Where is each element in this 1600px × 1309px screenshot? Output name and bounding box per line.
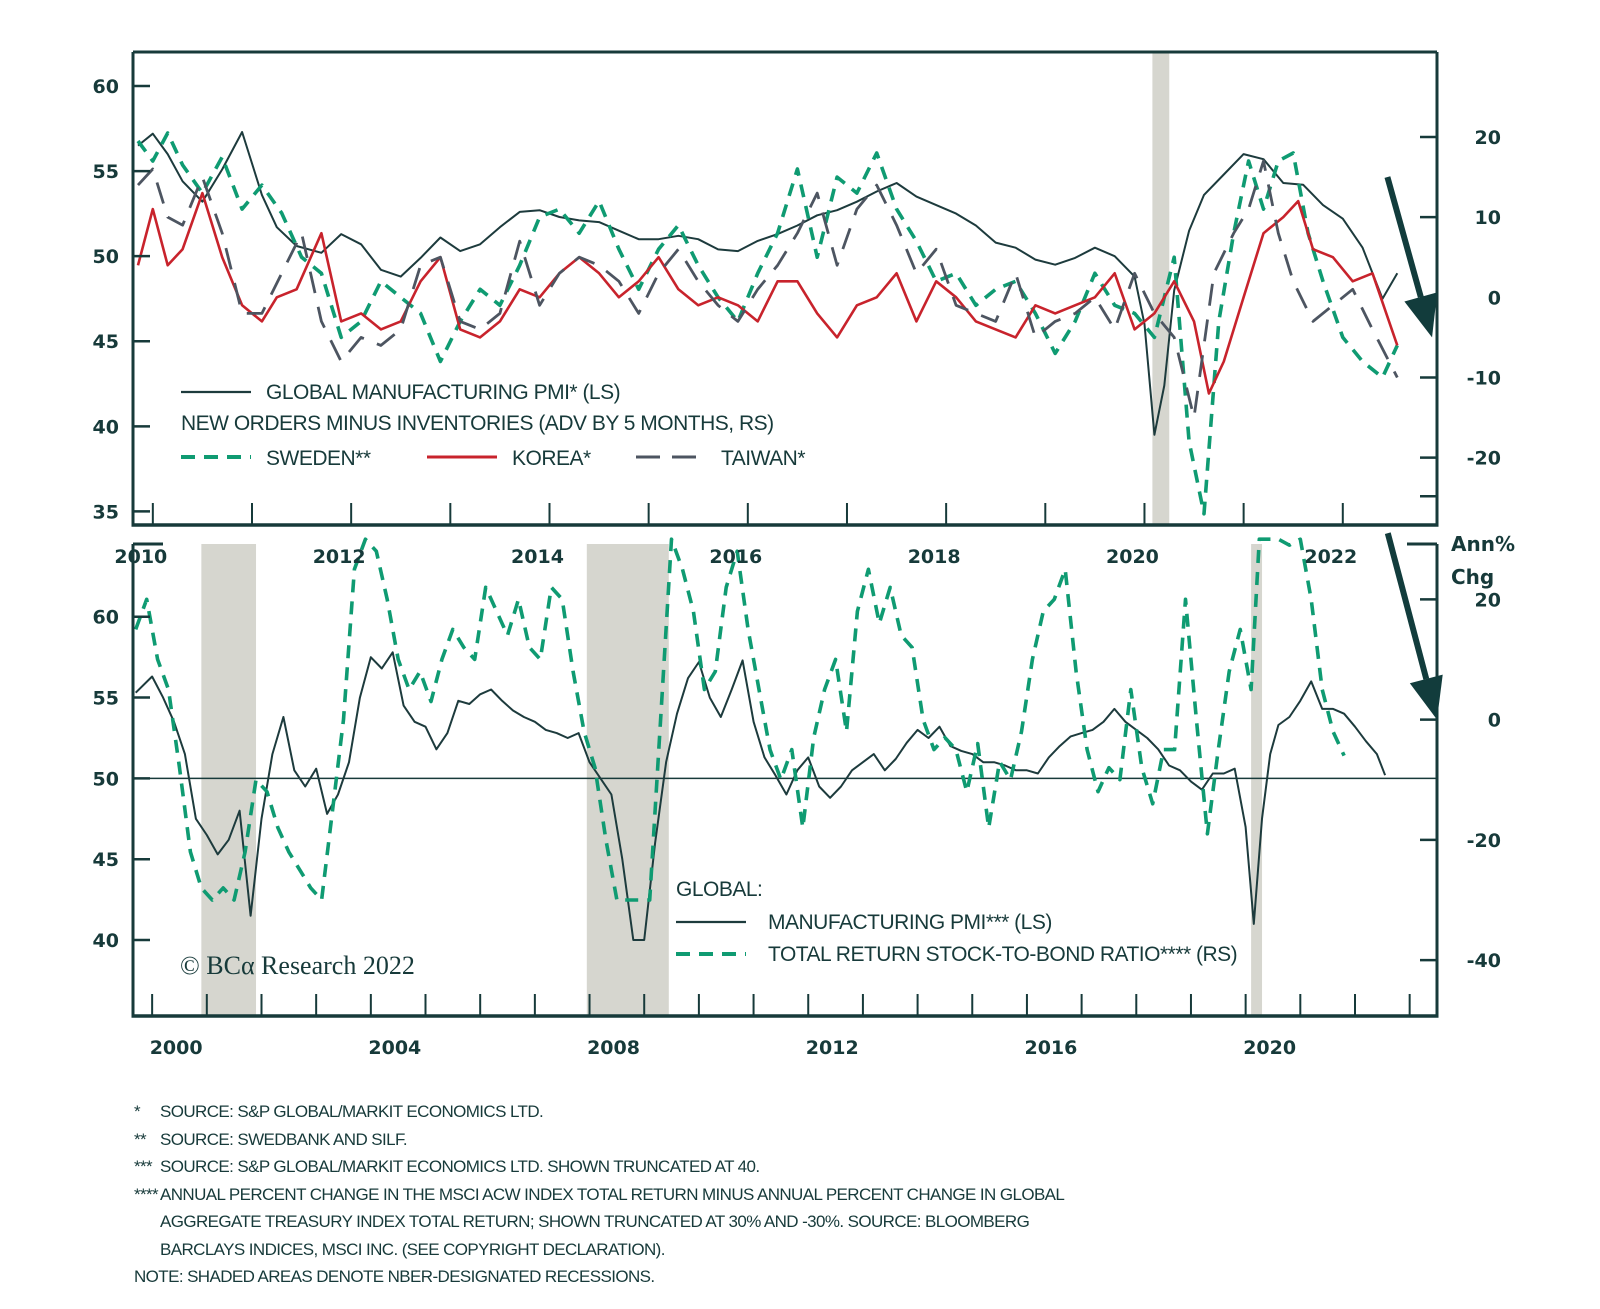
arrow-head [1409,674,1443,720]
legend-label-sweden: SWEDEN** [266,447,371,470]
top-frame [131,50,1439,527]
legend-label-manufacturing-pmi: MANUFACTURING PMI*** (LS) [768,911,1052,934]
footnote-mark: *** [134,1157,153,1176]
right-tick-label: 10 [1475,207,1501,229]
note-text: NOTE: SHADED AREAS DENOTE NBER-DESIGNATE… [134,1267,655,1286]
bottom-series [134,537,1387,941]
legend-label-korea: KOREA* [512,447,591,470]
top-x-axis [151,503,1344,525]
left-tick-label: 40 [93,930,119,952]
bottom-secondary-x-labels: 2010 2012 2014 2016 2018 2020 2022 [114,546,1357,568]
footnote-mark: * [134,1102,141,1121]
series-line-global-pmi [137,131,1399,436]
footnote-continuation: BARCLAYS INDICES, MSCI INC. (SEE COPYRIG… [134,1236,1334,1264]
right-axis-unit-line1: Ann% [1451,532,1515,556]
bottom-right-axis: 20 0 -20 -40 [1420,494,1501,972]
left-tick-label: 45 [93,331,119,353]
arrow-head [1404,292,1438,338]
top-panel: 60 55 50 45 40 35 20 10 0 -10 -20 GLOBAL MANUFACT… [93,50,1501,527]
recession-band [1152,52,1170,525]
footnote: * SOURCE: S&P GLOBAL/MARKIT ECONOMICS LT… [134,1098,1334,1126]
right-tick-label: -10 [1467,367,1501,389]
left-tick-label: 45 [93,849,119,871]
footnote-text: ANNUAL PERCENT CHANGE IN THE MSCI ACW IN… [160,1184,1065,1204]
x-tick-label: 2008 [587,1037,640,1059]
footnote-mark: ** [134,1129,147,1149]
left-tick-label: 60 [93,607,119,629]
secondary-x-tick-label: 2014 [511,546,564,568]
footnote-text: BARCLAYS INDICES, MSCI INC. (SEE COPYRIG… [160,1239,665,1259]
right-tick-label: 0 [1488,287,1501,309]
bottom-x-axis: 2000 2004 2008 2012 2016 2020 [150,994,1411,1059]
series-line-taiwan [136,159,1399,420]
legend-label-new-orders: NEW ORDERS MINUS INVENTORIES (ADV BY 5 M… [181,412,774,435]
footnote-mark: **** [134,1184,159,1204]
footnote: *** SOURCE: S&P GLOBAL/MARKIT ECONOMICS … [134,1153,1334,1181]
bottom-legend: GLOBAL: MANUFACTURING PMI*** (LS) TOTAL … [676,878,1238,966]
secondary-x-tick-label: 2022 [1304,546,1357,568]
arrow-shaft [1384,532,1430,680]
right-tick-label: -40 [1467,950,1501,972]
series-line-korea [136,191,1399,395]
right-tick-label: 20 [1475,589,1501,611]
left-tick-label: 55 [93,161,119,183]
left-tick-label: 50 [93,246,119,268]
right-axis-unit-line2: Chg [1451,565,1494,589]
top-downtrend-arrow [1384,176,1438,338]
top-left-axis: 60 55 50 45 40 35 [93,76,150,523]
secondary-x-tick-label: 2018 [908,546,961,568]
secondary-x-tick-label: 2010 [114,546,167,568]
arrow-shaft [1384,176,1424,298]
top-recession-shading [1152,52,1170,525]
left-tick-label: 50 [93,768,119,790]
recession-band [1251,544,1263,1016]
footnotes: * SOURCE: S&P GLOBAL/MARKIT ECONOMICS LT… [134,1098,1334,1291]
legend-header-global: GLOBAL: [676,878,762,901]
top-series [136,131,1399,516]
footnote: ** SOURCE: SWEDBANK AND SILF. [134,1126,1334,1154]
series-line-stock-bond-ratio [134,537,1346,902]
legend-label-taiwan: TAIWAN* [721,447,805,470]
bottom-frame [131,542,1439,1018]
legend-label-stock-bond-ratio: TOTAL RETURN STOCK-TO-BOND RATIO**** (RS… [768,943,1237,966]
series-line-manufacturing-pmi [134,651,1387,941]
x-tick-label: 2012 [806,1037,859,1059]
right-tick-label: -20 [1467,830,1501,852]
left-tick-label: 35 [93,501,119,523]
left-tick-label: 55 [93,688,119,710]
x-tick-label: 2004 [368,1037,421,1059]
x-tick-label: 2016 [1024,1037,1077,1059]
top-legend: GLOBAL MANUFACTURING PMI* (LS) NEW ORDER… [181,381,806,470]
x-tick-label: 2020 [1243,1037,1296,1059]
footnote-continuation: AGGREGATE TREASURY INDEX TOTAL RETURN; S… [134,1208,1334,1236]
secondary-x-tick-label: 2012 [313,546,366,568]
top-right-axis: 20 10 0 -10 -20 [1420,127,1501,470]
right-tick-label: -20 [1467,448,1501,470]
x-tick-label: 2000 [150,1037,203,1059]
left-tick-label: 40 [93,416,119,438]
bottom-downtrend-arrow [1384,532,1443,720]
copyright-watermark: © BCα Research 2022 [180,951,415,980]
footnote-text: AGGREGATE TREASURY INDEX TOTAL RETURN; S… [160,1212,1030,1231]
series-line-sweden [136,131,1399,516]
secondary-x-tick-label: 2020 [1106,546,1159,568]
footnote: **** ANNUAL PERCENT CHANGE IN THE MSCI A… [134,1181,1334,1209]
footnote-text: SOURCE: S&P GLOBAL/MARKIT ECONOMICS LTD. [160,1102,544,1121]
bottom-left-axis: 60 55 50 45 40 [93,607,150,952]
secondary-x-tick-label: 2016 [709,546,762,568]
footnote-text: SOURCE: SWEDBANK AND SILF. [160,1129,408,1149]
footnote-text: SOURCE: S&P GLOBAL/MARKIT ECONOMICS LTD.… [160,1157,760,1176]
right-tick-label: 20 [1475,127,1501,149]
legend-label-global-pmi: GLOBAL MANUFACTURING PMI* (LS) [266,381,620,404]
chart-note: NOTE: SHADED AREAS DENOTE NBER-DESIGNATE… [134,1263,1334,1291]
right-tick-label: 0 [1488,710,1501,732]
recession-band [201,544,257,1016]
left-tick-label: 60 [93,76,119,98]
